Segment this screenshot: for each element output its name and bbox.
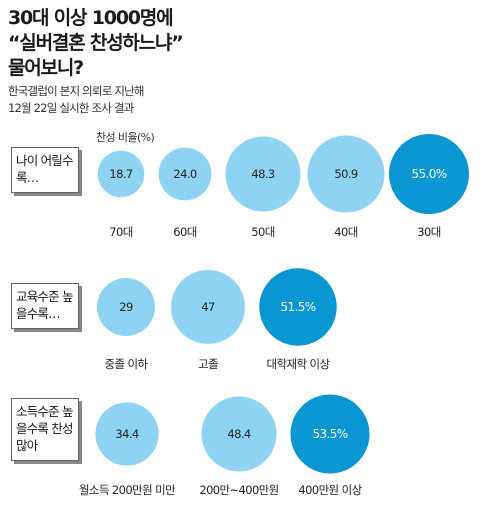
value-label-2-0: 34.4 bbox=[115, 427, 138, 441]
value-label-1-1: 47 bbox=[201, 300, 215, 314]
value-label-0-4: 55.0% bbox=[411, 167, 446, 181]
chart-title: 30대 이상 1000명에 “실버결혼 찬성하느냐” 물어보니? bbox=[8, 6, 308, 81]
subtitle-line-2: 12월 22일 실시한 조사 결과 bbox=[8, 101, 134, 115]
bubble-1-1 bbox=[171, 270, 245, 344]
title-line-1: 30대 이상 1000명에 bbox=[8, 7, 174, 29]
value-label-0-3: 50.9 bbox=[334, 167, 357, 181]
value-label-0-2: 48.3 bbox=[251, 167, 274, 181]
category-label-0-0: 70대 bbox=[109, 225, 132, 239]
value-label-0-0: 18.7 bbox=[109, 167, 132, 181]
group-label-income: 소득수준 높을수록 찬성 많아 bbox=[11, 398, 79, 461]
bubble-2-2 bbox=[290, 394, 370, 474]
category-label-0-3: 40대 bbox=[334, 225, 357, 239]
title-line-3: 물어보니? bbox=[8, 57, 84, 79]
bubble-0-4 bbox=[389, 134, 469, 214]
value-label-1-0: 29 bbox=[119, 300, 133, 314]
bubble-1-0 bbox=[97, 278, 155, 336]
chart-subtitle: 한국갤럽이 본지 의뢰로 지난해 12월 22일 실시한 조사 결과 bbox=[8, 83, 145, 117]
category-label-1-0: 중졸 이하 bbox=[105, 357, 149, 371]
subtitle-line-1: 한국갤럽이 본지 의뢰로 지난해 bbox=[8, 84, 145, 98]
value-label-2-2: 53.5% bbox=[312, 427, 347, 441]
bubble-0-2 bbox=[225, 136, 301, 212]
category-label-2-2: 400만원 이상 bbox=[298, 483, 362, 497]
group-label-education: 교육수준 높을수록… bbox=[11, 283, 79, 329]
category-label-0-2: 50대 bbox=[251, 225, 274, 239]
bubble-1-2 bbox=[259, 268, 337, 346]
category-label-1-1: 고졸 bbox=[198, 357, 218, 371]
title-line-2: “실버결혼 찬성하느냐” bbox=[8, 32, 184, 54]
category-label-0-4: 30대 bbox=[417, 225, 440, 239]
group-label-age: 나이 어릴수록… bbox=[11, 147, 79, 193]
value-label-1-2: 51.5% bbox=[280, 300, 315, 314]
unit-label: 찬성 비율(%) bbox=[96, 130, 155, 144]
bubble-2-0 bbox=[95, 402, 159, 466]
value-label-2-1: 48.4 bbox=[227, 427, 250, 441]
bubble-0-1 bbox=[158, 147, 212, 201]
category-label-0-1: 60대 bbox=[173, 225, 196, 239]
bubble-0-0 bbox=[97, 150, 145, 198]
category-label-1-2: 대학재학 이상 bbox=[267, 357, 331, 371]
value-label-0-1: 24.0 bbox=[173, 167, 196, 181]
bubble-0-3 bbox=[307, 135, 385, 213]
category-label-2-0: 월소득 200만원 미만 bbox=[79, 483, 176, 497]
category-label-2-1: 200만~400만원 bbox=[199, 483, 278, 497]
bubble-2-1 bbox=[201, 396, 277, 472]
